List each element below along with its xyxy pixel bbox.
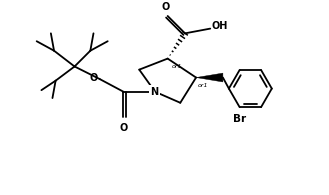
Text: or1: or1 — [171, 64, 182, 69]
Text: O: O — [89, 73, 98, 82]
Text: O: O — [119, 123, 128, 133]
Text: N: N — [150, 87, 158, 97]
Polygon shape — [196, 73, 223, 82]
Text: O: O — [161, 2, 169, 12]
Text: Br: Br — [233, 114, 246, 124]
Text: or1: or1 — [198, 83, 208, 88]
Text: OH: OH — [212, 21, 228, 31]
